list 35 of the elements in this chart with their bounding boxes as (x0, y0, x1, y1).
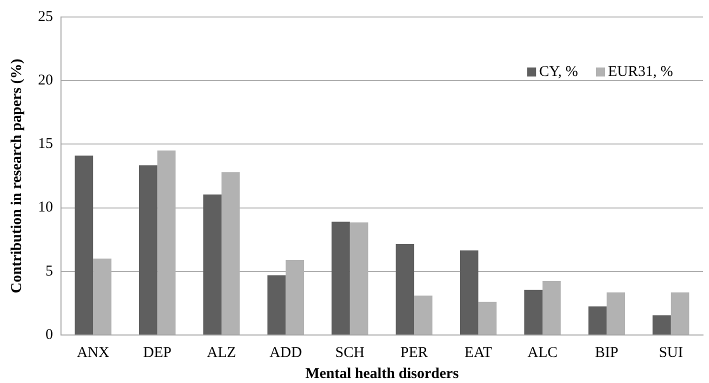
y-tick-label: 0 (46, 326, 53, 343)
y-axis-title: Contribution in research papers (%) (8, 58, 25, 294)
bar (332, 222, 350, 334)
x-tick-label: ALC (528, 344, 558, 361)
y-tick-label: 5 (46, 263, 53, 280)
bar (606, 292, 625, 334)
y-tick-label: 15 (38, 136, 53, 152)
x-tick-label: SCH (335, 344, 365, 361)
bar (139, 165, 158, 334)
bar (670, 292, 690, 334)
x-tick-label: ADD (269, 344, 302, 361)
legend-label: EUR31, % (608, 64, 674, 80)
x-tick-label: PER (400, 344, 428, 361)
x-tick-label: SUI (658, 344, 683, 361)
x-tick-label: ANX (76, 344, 110, 361)
bar (396, 244, 414, 334)
bar (478, 302, 497, 334)
x-tick-label: EAT (464, 344, 492, 361)
bar (652, 315, 671, 334)
y-tick-label: 25 (38, 8, 53, 25)
x-tick-label: BIP (595, 344, 618, 361)
legend-label: CY, % (539, 64, 578, 80)
bar (74, 156, 94, 334)
bar (460, 250, 478, 334)
x-axis-title: Mental health disorders (305, 366, 459, 382)
bar (414, 296, 432, 334)
y-tick-label: 10 (38, 200, 53, 216)
x-tick-label: DEP (143, 344, 172, 361)
bar (203, 194, 222, 334)
bar (542, 280, 561, 334)
x-tick-label: ALZ (206, 344, 236, 361)
bar (267, 275, 286, 334)
bar (524, 290, 542, 334)
y-tick-label: 20 (38, 72, 53, 89)
bar (588, 306, 607, 334)
